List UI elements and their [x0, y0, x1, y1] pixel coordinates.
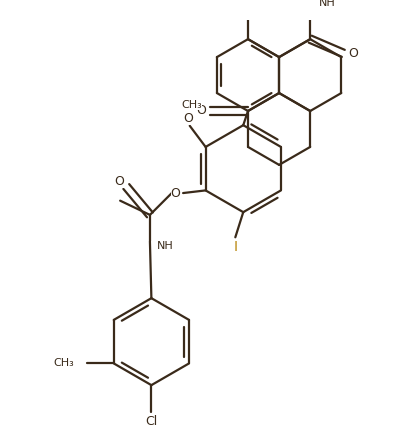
Text: NH: NH — [157, 241, 173, 251]
Text: CH₃: CH₃ — [53, 358, 74, 369]
Text: O: O — [114, 175, 123, 188]
Text: CH₃: CH₃ — [181, 100, 202, 110]
Text: O: O — [348, 47, 358, 60]
Text: Cl: Cl — [145, 415, 158, 427]
Text: O: O — [183, 112, 193, 125]
Text: O: O — [196, 104, 206, 117]
Text: NH: NH — [319, 0, 336, 8]
Text: O: O — [171, 187, 181, 200]
Text: I: I — [234, 240, 237, 254]
